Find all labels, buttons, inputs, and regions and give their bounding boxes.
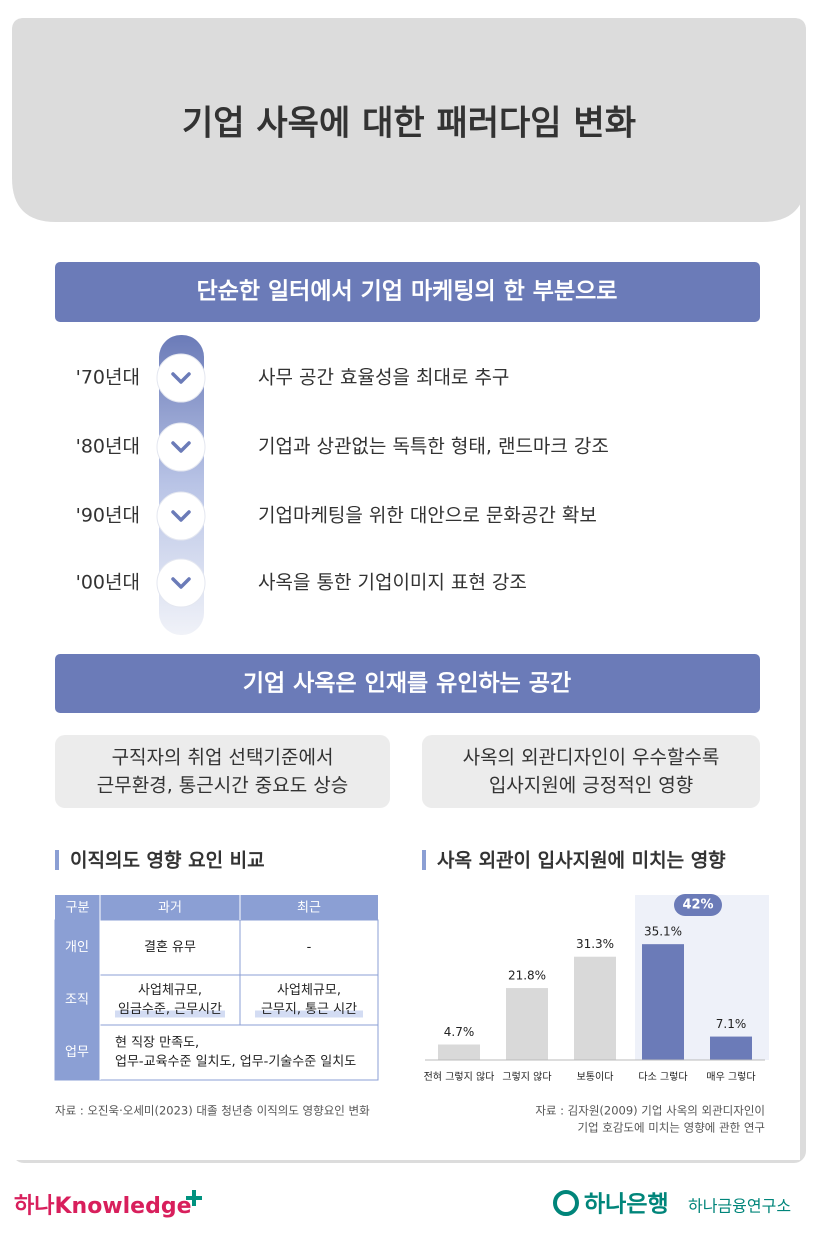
timeline-text: 사옥을 통한 기업이미지 표현 강조 [258, 572, 527, 594]
table-row-label: 개인 [65, 940, 89, 955]
bar [506, 988, 548, 1060]
table-header: 과거 [158, 901, 182, 916]
bar [574, 956, 616, 1060]
source: 자료 : 김자원(2009) 기업 사옥의 외관디자인이 [535, 1104, 765, 1118]
table-header: 구분 [66, 901, 90, 916]
value-label: 4.7% [444, 1025, 475, 1039]
timeline-year: '80년대 [76, 436, 140, 458]
info-box [55, 735, 390, 808]
timeline-bar [159, 335, 204, 635]
value-label: 31.3% [576, 937, 614, 951]
highlight [255, 1010, 363, 1018]
info-box-text: 입사지원에 긍정적인 영향 [489, 775, 693, 797]
table-title: 이직의도 영향 요인 비교 [70, 850, 265, 872]
bank-icon [553, 1190, 579, 1216]
timeline-text: 사무 공간 효율성을 최대로 추구 [258, 367, 509, 389]
chevron [171, 510, 191, 522]
value-label: 21.8% [508, 969, 546, 983]
x-tick-label: 매우 그렇다 [706, 1070, 755, 1083]
bar [710, 1036, 752, 1060]
source: 자료 : 오진욱·오세미(2023) 대졸 청년층 이직의도 영향요인 변화 [55, 1104, 370, 1118]
footer-logo: 하나Knowledge [14, 1194, 192, 1219]
x-tick-label: 다소 그렇다 [638, 1070, 687, 1083]
banner-title: 기업 사옥은 인재를 유인하는 공간 [243, 671, 571, 697]
value-label: 7.1% [716, 1017, 747, 1031]
page-title: 기업 사옥에 대한 패러다임 변화 [182, 104, 636, 144]
info-box-text: 사옥의 외관디자인이 우수할수록 [463, 747, 720, 769]
table-cell: 임금수준, 근무시간 [118, 1002, 222, 1017]
timeline-year: '90년대 [76, 505, 140, 527]
banner [55, 262, 760, 322]
table-header-bg [55, 895, 378, 920]
timeline-node [156, 558, 206, 608]
header-panel [12, 18, 806, 222]
section-marker [55, 850, 59, 870]
bar [642, 944, 684, 1060]
table-label-col [55, 920, 100, 1080]
chevron [171, 441, 191, 453]
timeline-year: '70년대 [76, 367, 140, 389]
table-row-label: 조직 [65, 993, 89, 1008]
timeline-node [156, 353, 206, 403]
banner [55, 654, 760, 713]
logo-plus [186, 1190, 202, 1206]
chevron [171, 372, 191, 384]
banner-title: 단순한 일터에서 기업 마케팅의 한 부분으로 [197, 279, 618, 305]
footer [0, 1165, 818, 1238]
footer-institute: 하나금융연구소 [688, 1197, 791, 1216]
bar [438, 1044, 480, 1060]
table-cell: 업무-교육수준 일치도, 업무-기술수준 일치도 [115, 1055, 356, 1070]
table-cell: 결혼 유무 [144, 940, 196, 955]
x-tick-label: 보통이다 [577, 1071, 614, 1083]
chart-title: 사옥 외관이 입사지원에 미치는 영향 [437, 850, 726, 872]
section-marker [422, 850, 426, 870]
footer-bank: 하나은행 [584, 1192, 669, 1218]
timeline-text: 기업과 상관없는 독특한 형태, 랜드마크 강조 [258, 436, 609, 458]
source: 기업 호감도에 미치는 영향에 관한 연구 [577, 1121, 765, 1135]
table-cell: 사업체규모, [277, 983, 341, 998]
timeline-year: '00년대 [76, 572, 140, 594]
timeline-node [156, 422, 206, 472]
table-cell: 현 직장 만족도, [115, 1036, 199, 1051]
table-row [54, 1024, 379, 1081]
info-box-text: 근무환경, 통근시간 중요도 상승 [97, 775, 348, 797]
timeline-text: 기업마케팅을 위한 대안으로 문화공간 확보 [258, 505, 597, 527]
table-cell: 사업체규모, [138, 983, 202, 998]
table-cell: - [307, 940, 312, 955]
x-tick-label: 그렇지 않다 [502, 1070, 551, 1083]
table-row-label: 업무 [65, 1045, 89, 1060]
annotation-pill [674, 894, 722, 916]
table-header: 최근 [297, 901, 321, 916]
timeline-node [156, 491, 206, 541]
highlight [115, 1010, 225, 1018]
info-box [422, 735, 760, 808]
info-box-text: 구직자의 취업 선택기준에서 [112, 747, 334, 769]
x-tick-label: 전혀 그렇지 않다 [424, 1070, 495, 1083]
value-label: 35.1% [644, 925, 682, 939]
table-cell: 근무지, 통근 시간 [261, 1002, 357, 1017]
annotation: 42% [682, 898, 713, 913]
chevron [171, 577, 191, 589]
